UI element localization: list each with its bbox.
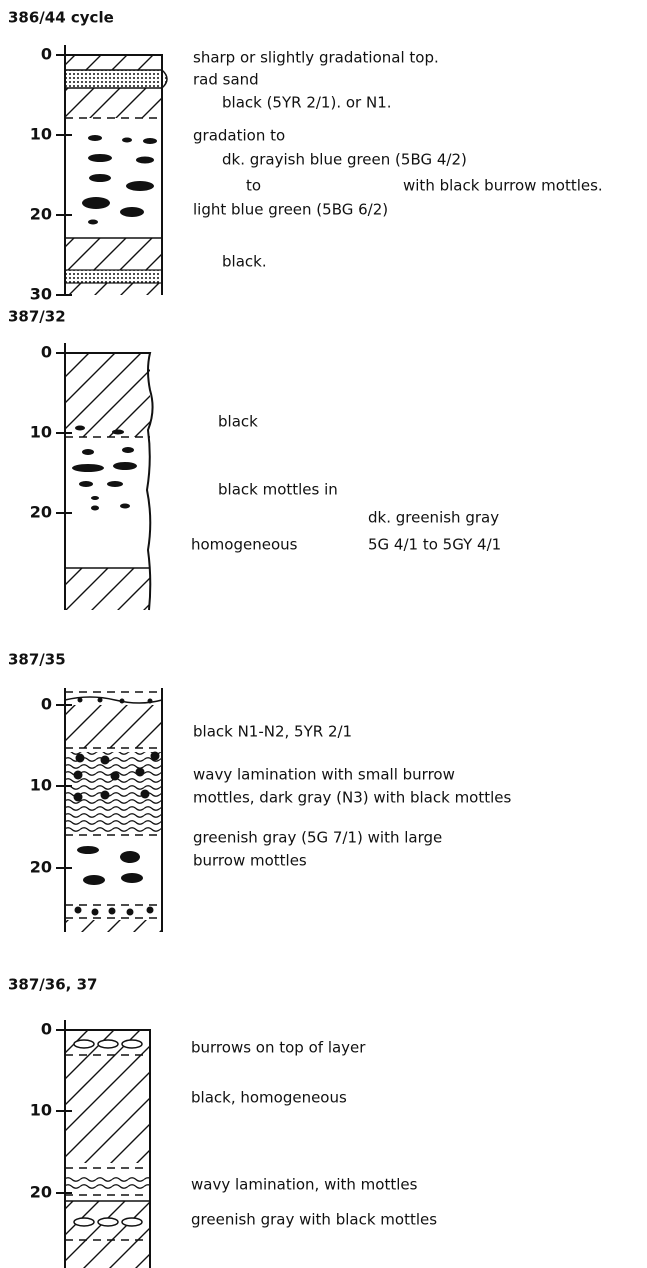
note: black mottles in <box>218 481 338 499</box>
note: homogeneous <box>191 536 298 554</box>
note: burrows on top of layer <box>191 1039 366 1057</box>
note: gradation to <box>193 127 285 145</box>
note: mottles, dark gray (N3) with black mottl… <box>193 789 512 807</box>
section-title: 387/32 <box>8 308 66 326</box>
note: black N1-N2, 5YR 2/1 <box>193 723 352 741</box>
depth-label: 20 <box>30 205 52 224</box>
note: dk. greenish gray <box>368 509 499 527</box>
note: black. <box>222 253 267 271</box>
section-title: 387/36, 37 <box>8 976 97 994</box>
note: rad sand <box>193 71 259 89</box>
depth-label: 10 <box>30 1101 52 1120</box>
note: wavy lamination, with mottles <box>191 1176 418 1194</box>
depth-label: 10 <box>30 776 52 795</box>
depth-label: 0 <box>41 1020 52 1039</box>
note: to <box>246 177 261 195</box>
depth-label: 0 <box>41 45 52 64</box>
depth-label: 10 <box>30 423 52 442</box>
depth-label: 0 <box>41 343 52 362</box>
section-title: 387/35 <box>8 651 66 669</box>
depth-label: 20 <box>30 858 52 877</box>
note: sharp or slightly gradational top. <box>193 49 439 67</box>
note: light blue green (5BG 6/2) <box>193 201 388 219</box>
depth-label: 20 <box>30 503 52 522</box>
section-title: 386/44 cycle <box>8 9 114 27</box>
note: greenish gray (5G 7/1) with large <box>193 829 442 847</box>
core-column <box>65 343 153 610</box>
note: wavy lamination with small burrow <box>193 766 455 784</box>
core-column <box>65 45 167 295</box>
note: black (5YR 2/1). or N1. <box>222 94 392 112</box>
note: 5G 4/1 to 5GY 4/1 <box>368 536 501 554</box>
depth-label: 10 <box>30 125 52 144</box>
note: with black burrow mottles. <box>403 177 603 195</box>
note: greenish gray with black mottles <box>191 1211 437 1229</box>
core-column <box>65 1020 150 1268</box>
core-log-diagram: 386/44 cycle 0 10 20 30 sharp or slightly gra… <box>0 0 647 1268</box>
note: black <box>218 413 258 431</box>
depth-label: 30 <box>30 285 52 304</box>
depth-label: 0 <box>41 695 52 714</box>
note: burrow mottles <box>193 852 307 870</box>
note: dk. grayish blue green (5BG 4/2) <box>222 151 467 169</box>
core-column <box>65 688 162 932</box>
note: black, homogeneous <box>191 1089 347 1107</box>
depth-label: 20 <box>30 1183 52 1202</box>
